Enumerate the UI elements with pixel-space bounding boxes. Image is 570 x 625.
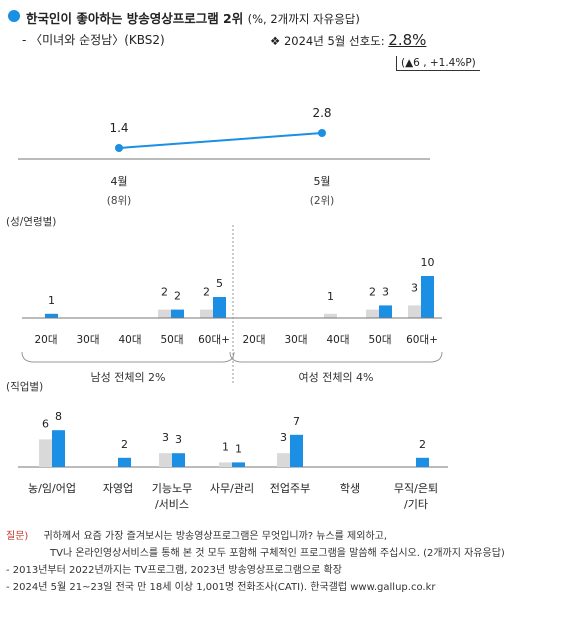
prev-bar-label: 3 [162, 431, 169, 444]
question-label: 질문) [6, 531, 29, 542]
current-bar-label: 3 [175, 433, 182, 446]
occupation-category-label: 사무/관리 [210, 482, 254, 495]
current-bar [379, 305, 392, 318]
age-category-label: 30대 [284, 334, 307, 346]
preference-label: ❖ 2024년 5월 선호도: [270, 34, 385, 48]
prev-bar [200, 309, 213, 318]
month-label: 5월 [313, 175, 330, 188]
occupation-category-label: 기능노무 [152, 482, 192, 495]
rank-label: (2위) [310, 194, 335, 207]
notes-block: 질문) 귀하께서 요즘 가장 즐겨보시는 방송영상프로그램은 무엇입니까? 뉴스… [6, 528, 505, 596]
trend-point [318, 129, 326, 137]
current-bar [416, 457, 429, 467]
prev-bar-label: 6 [42, 417, 49, 430]
current-bar-label: 1 [235, 442, 242, 455]
current-bar [213, 297, 226, 318]
change-badge: (▲6 , +1.4%P) [396, 56, 480, 71]
current-bar [52, 430, 65, 467]
prev-bar-label: 2 [203, 286, 210, 299]
group-bracket [229, 351, 443, 363]
chart-title: 한국인이 좋아하는 방송영상프로그램 2위 (%, 2개까지 자유응답) [26, 8, 360, 27]
section-label-gender-age: (성/연령별) [6, 216, 57, 228]
current-bar [232, 462, 245, 467]
occupation-category-label: 무직/은퇴 [394, 482, 438, 495]
month-label: 4월 [110, 175, 127, 188]
current-bar-label: 2 [419, 438, 426, 451]
age-category-label: 50대 [160, 334, 183, 346]
current-bar-label: 7 [293, 415, 300, 428]
note-line-2: - 2024년 5월 21~23일 전국 만 18세 이상 1,001명 전화조… [6, 582, 436, 593]
prev-bar [158, 309, 171, 318]
occupation-category-label: /서비스 [155, 498, 189, 511]
age-category-label: 20대 [242, 334, 265, 346]
current-bar-label: 5 [216, 277, 223, 290]
current-bar [45, 313, 58, 318]
rank-label: (8위) [107, 194, 132, 207]
title-bullet-icon [8, 10, 20, 22]
current-bar-label: 2 [121, 438, 128, 451]
current-bar [172, 453, 185, 467]
age-category-label: 40대 [326, 334, 349, 346]
program-name: - 〈미녀와 순정남〉(KBS2) [22, 33, 165, 47]
prev-bar-label: 1 [327, 290, 334, 303]
prev-bar-label: 2 [369, 286, 376, 299]
current-bar [421, 276, 434, 318]
current-bar-label: 3 [382, 285, 389, 298]
title-text: 한국인이 좋아하는 방송영상프로그램 2위 [26, 11, 244, 26]
note-line-1: - 2013년부터 2022년까지는 TV프로그램, 2023년 방송영상프로그… [6, 565, 342, 576]
age-category-label: 50대 [368, 334, 391, 346]
current-bar-label: 2 [174, 290, 181, 303]
title-note: (%, 2개까지 자유응답) [247, 12, 360, 26]
age-category-label: 40대 [118, 334, 141, 346]
prev-bar [219, 462, 232, 467]
group-summary: 남성 전체의 2% [90, 371, 165, 384]
prev-bar [324, 313, 337, 318]
age-category-label: 60대+ [406, 334, 438, 346]
current-bar-label: 8 [55, 410, 62, 423]
age-category-label: 30대 [76, 334, 99, 346]
preference-value: 2.8% [388, 31, 427, 49]
current-bar [171, 309, 184, 318]
trend-line [118, 132, 323, 149]
age-category-label: 60대+ [198, 334, 230, 346]
prev-bar-label: 3 [411, 281, 418, 294]
occupation-category-label: 농/임/어업 [28, 482, 76, 495]
trend-point [115, 144, 123, 152]
age-category-label: 20대 [34, 334, 57, 346]
prev-bar [159, 453, 172, 467]
prev-bar [408, 305, 421, 318]
current-bar-label: 10 [421, 256, 435, 269]
prev-bar-label: 2 [161, 286, 168, 299]
trend-value-label: 2.8 [312, 106, 331, 120]
prev-bar [366, 309, 379, 318]
prev-bar-label: 3 [280, 431, 287, 444]
occupation-category-label: 자영업 [103, 482, 133, 495]
occupation-category-label: 전업주부 [270, 482, 310, 495]
group-summary: 여성 전체의 4% [298, 371, 373, 384]
current-bar-label: 1 [48, 294, 55, 307]
current-bar [290, 434, 303, 467]
current-bar [118, 457, 131, 467]
preference-line: ❖ 2024년 5월 선호도: 2.8% [270, 31, 426, 49]
prev-bar-label: 1 [222, 440, 229, 453]
occupation-category-label: /기타 [404, 498, 428, 511]
question-line-2: TV나 온라인영상서비스를 통해 본 것 모두 포함해 구체적인 프로그램을 말… [50, 548, 505, 559]
group-bracket [21, 351, 235, 363]
section-label-occupation: (직업별) [6, 381, 44, 393]
prev-bar [277, 453, 290, 467]
prev-bar [39, 439, 52, 467]
trend-value-label: 1.4 [109, 121, 128, 135]
occupation-category-label: 학생 [340, 482, 360, 495]
question-line-1: 귀하께서 요즘 가장 즐겨보시는 방송영상프로그램은 무엇입니까? 뉴스를 제외… [43, 531, 388, 542]
